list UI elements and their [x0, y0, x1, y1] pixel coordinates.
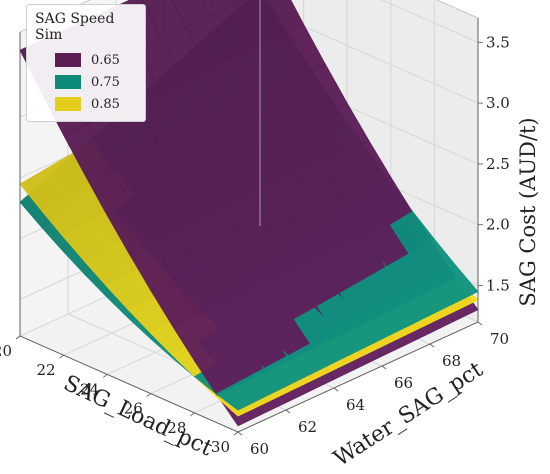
y-tick-label: 70 — [490, 330, 509, 348]
x-tick-label: 30 — [211, 438, 230, 456]
legend: SAG Speed Sim 0.65 0.75 0.85 — [26, 4, 146, 122]
y-tick-mark — [285, 409, 291, 414]
x-tick-mark — [190, 412, 195, 417]
legend-item-0.85: 0.85 — [35, 93, 137, 115]
x-tick-mark — [15, 335, 21, 340]
z-axis-label: SAG Cost (AUD/t) — [516, 117, 540, 306]
legend-swatch — [55, 75, 81, 89]
x-tick-label: 28 — [167, 419, 186, 437]
y-tick-mark — [381, 365, 387, 370]
x-tick-label: 24 — [80, 380, 99, 398]
x-tick-label: 20 — [0, 342, 12, 360]
z-tick-label: 3.5 — [486, 33, 510, 51]
z-tick-label: 2.0 — [486, 216, 510, 234]
x-tick-label: 26 — [124, 400, 143, 418]
z-tick-label: 1.5 — [486, 277, 510, 295]
legend-label: 0.65 — [91, 52, 120, 68]
surface-patch-0.75 — [215, 380, 263, 411]
y-tick-label: 60 — [250, 440, 269, 458]
tick-labels: 20 22 24 26 28 30 60 62 64 66 68 70 1.5 2.0 2.5 3.0 3.5 — [0, 33, 510, 458]
x-tick-mark — [233, 431, 239, 436]
axis-edge-front — [19, 32, 479, 433]
z-tick-label: 2.5 — [486, 155, 510, 173]
x-tick-mark — [146, 393, 152, 397]
legend-swatch — [55, 53, 81, 67]
y-tick-mark — [333, 387, 339, 392]
z-tick-label: 3.0 — [486, 94, 510, 112]
axis-frame — [19, 0, 479, 433]
legend-label: 0.85 — [91, 96, 120, 112]
legend-label: 0.75 — [91, 74, 120, 90]
legend-item-0.75: 0.75 — [35, 71, 137, 93]
y-tick-mark — [237, 431, 243, 436]
y-tick-mark — [477, 321, 483, 326]
x-tick-mark — [102, 374, 108, 378]
y-tick-label: 68 — [442, 352, 461, 370]
y-tick-label: 66 — [394, 374, 413, 392]
y-tick-label: 64 — [346, 396, 365, 414]
legend-item-0.65: 0.65 — [35, 49, 137, 71]
x-tick-mark — [59, 354, 64, 359]
y-tick-label: 62 — [298, 418, 317, 436]
y-tick-mark — [429, 343, 435, 348]
x-tick-label: 22 — [37, 361, 56, 379]
legend-swatch — [55, 97, 81, 111]
legend-title: SAG Speed Sim — [35, 11, 115, 43]
